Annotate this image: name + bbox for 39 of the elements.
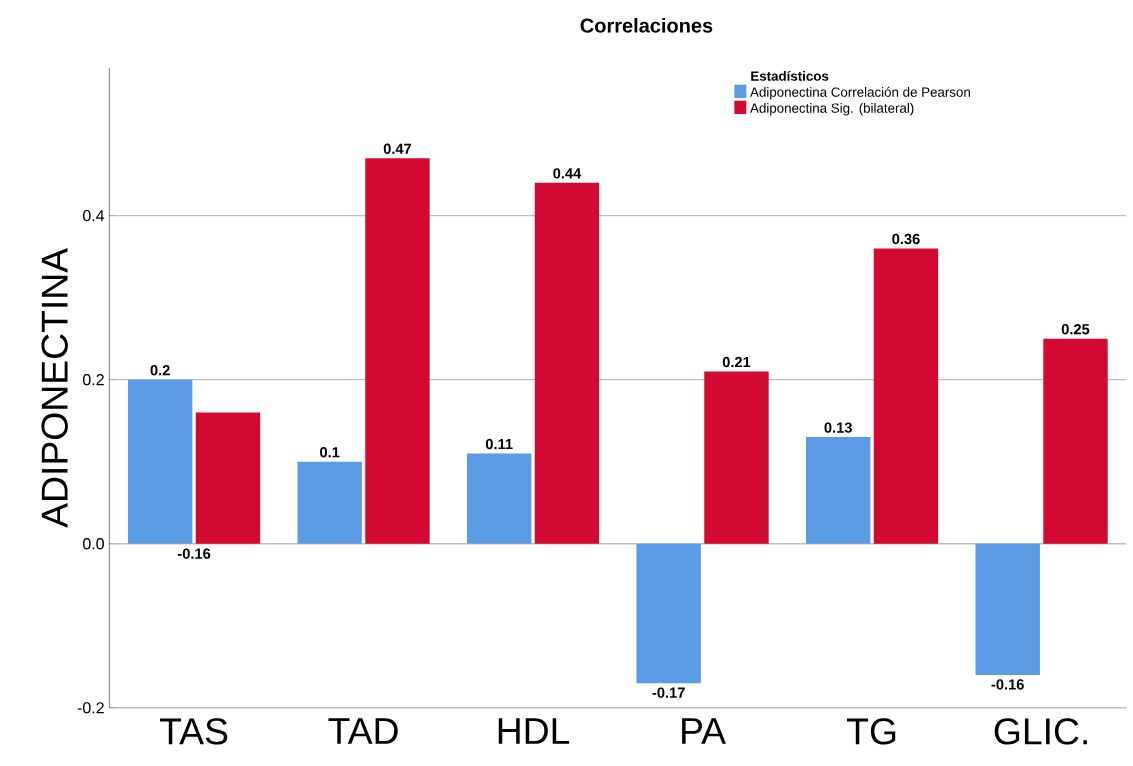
x-tick-label: TAS xyxy=(159,717,228,745)
legend-title: Estadísticos xyxy=(751,70,829,81)
bar xyxy=(297,461,362,544)
x-tick-label: TG xyxy=(847,717,896,745)
data-label: 0.25 xyxy=(1061,323,1090,335)
data-label: -0.16 xyxy=(991,679,1024,690)
data-label: -0.17 xyxy=(652,687,685,698)
x-tick-label: GLIC. xyxy=(994,717,1087,745)
x-tick-label: HDL xyxy=(498,717,570,744)
x-tick-label: PA xyxy=(682,717,727,744)
y-tick-label: -0.2 xyxy=(77,701,104,714)
y-tick-label: 0.4 xyxy=(82,209,105,222)
data-label: 0.2 xyxy=(150,364,170,376)
bar xyxy=(636,543,701,683)
data-label: 0.47 xyxy=(383,143,412,154)
x-tick-label: TAD xyxy=(328,717,398,744)
annotation: -0.16 xyxy=(177,548,211,559)
chart-title: Correlaciones xyxy=(580,17,713,33)
legend-label: Adiponectina Correlación de Pearson xyxy=(750,86,970,100)
bar xyxy=(534,182,600,544)
y-axis-title: ADIPONECTINA xyxy=(41,247,68,528)
y-tick-label: 0.0 xyxy=(82,537,104,550)
bar xyxy=(1043,338,1108,544)
data-label: 0.11 xyxy=(485,438,513,450)
bar xyxy=(195,412,261,544)
bar xyxy=(127,379,193,544)
data-label: 0.13 xyxy=(824,422,852,433)
bar xyxy=(365,157,430,544)
bar xyxy=(466,453,532,544)
data-label: 0.1 xyxy=(320,446,340,458)
data-label: 0.21 xyxy=(722,356,751,367)
bar xyxy=(704,371,769,544)
data-label: 0.36 xyxy=(892,233,920,244)
bar xyxy=(975,543,1040,675)
bar xyxy=(873,248,939,544)
bar xyxy=(805,436,871,544)
legend-label: Adiponectina Sig. (bilateral) xyxy=(750,102,914,116)
y-tick-label: 0.2 xyxy=(82,373,104,386)
data-label: 0.44 xyxy=(553,167,582,179)
